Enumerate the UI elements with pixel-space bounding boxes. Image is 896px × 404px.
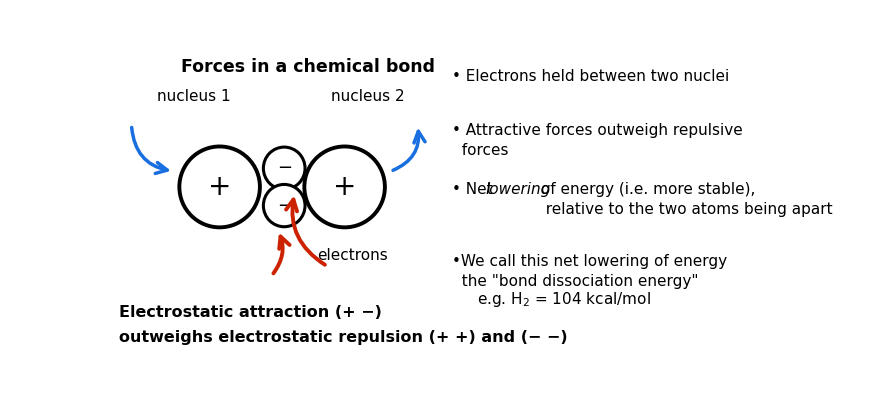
Text: • Net: • Net: [452, 182, 498, 197]
Text: • Electrons held between two nuclei: • Electrons held between two nuclei: [452, 69, 729, 84]
Text: Forces in a chemical bond: Forces in a chemical bond: [181, 58, 435, 76]
Text: nucleus 2: nucleus 2: [331, 89, 404, 104]
Text: e.g. H$_2$ = 104 kcal/mol: e.g. H$_2$ = 104 kcal/mol: [477, 290, 650, 309]
Text: lowering: lowering: [486, 182, 551, 197]
Text: nucleus 1: nucleus 1: [157, 89, 231, 104]
Text: +: +: [208, 173, 231, 201]
Text: •We call this net lowering of energy
  the "bond dissociation energy": •We call this net lowering of energy the…: [452, 254, 728, 288]
Text: −: −: [277, 159, 292, 177]
Ellipse shape: [179, 147, 260, 227]
Text: electrons: electrons: [317, 248, 388, 263]
Ellipse shape: [263, 147, 305, 189]
Text: outweighs electrostatic repulsion (+ +) and (− −): outweighs electrostatic repulsion (+ +) …: [119, 330, 567, 345]
Ellipse shape: [263, 184, 305, 227]
Text: Electrostatic attraction (+ −): Electrostatic attraction (+ −): [119, 305, 382, 320]
Text: of energy (i.e. more stable),
  relative to the two atoms being apart: of energy (i.e. more stable), relative t…: [536, 182, 832, 217]
Text: • Attractive forces outweigh repulsive
  forces: • Attractive forces outweigh repulsive f…: [452, 123, 743, 158]
Ellipse shape: [305, 147, 385, 227]
Text: −: −: [277, 197, 292, 215]
Text: +: +: [333, 173, 357, 201]
